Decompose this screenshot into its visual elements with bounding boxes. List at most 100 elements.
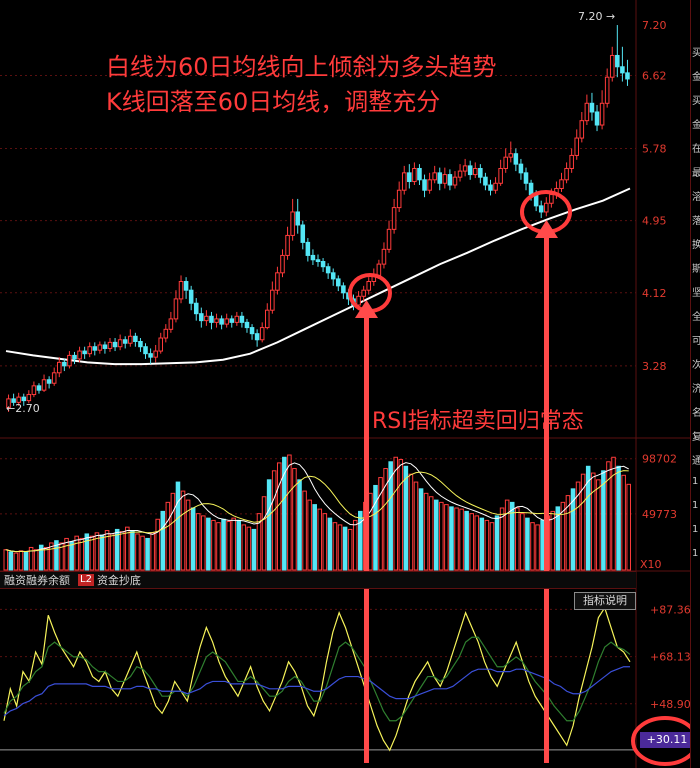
candle-body	[579, 120, 585, 139]
volume-bar	[150, 532, 155, 571]
candle-body	[589, 102, 595, 113]
rsi-axis-labels: +87.36 +68.13 +48.90	[650, 603, 691, 710]
volume-bar	[140, 535, 145, 571]
volume-bar	[332, 522, 338, 571]
volume-bar	[109, 533, 115, 571]
volume-bar	[550, 510, 556, 571]
arrow-1	[355, 300, 378, 763]
candle-body	[219, 318, 224, 325]
candle-body	[457, 170, 463, 178]
volume-bar	[74, 535, 79, 571]
candle-body	[46, 379, 52, 384]
side-char: 1	[692, 476, 699, 487]
candle-body	[305, 241, 311, 256]
volume-ma-line	[5, 462, 629, 553]
volume-bar	[114, 528, 120, 571]
candle-body	[594, 111, 600, 126]
candle-body	[82, 350, 87, 355]
volume-bar	[302, 490, 307, 571]
volume-bar	[165, 501, 171, 571]
candle-body	[117, 339, 123, 348]
side-char: 名	[692, 404, 700, 419]
volume-bar	[449, 506, 454, 571]
indicator-explain-button[interactable]: 指标说明	[574, 592, 636, 610]
candle-body	[488, 184, 493, 191]
candle-body	[295, 211, 300, 226]
volume-bar	[59, 542, 64, 571]
volume-bar	[216, 522, 221, 571]
candle-body	[483, 176, 488, 186]
candle-body	[285, 234, 290, 256]
volume-bar	[84, 533, 90, 571]
side-char: 金	[692, 68, 700, 83]
candle-body	[609, 54, 615, 78]
candle-body	[199, 313, 204, 322]
candle-body	[493, 182, 498, 191]
candle-body	[478, 167, 483, 178]
candle-body	[427, 179, 432, 191]
candle-body	[336, 278, 341, 287]
candle-body	[102, 344, 108, 349]
candle-body	[62, 361, 67, 367]
candle-body	[437, 172, 443, 184]
volume-bar	[358, 510, 363, 571]
volume-bar	[231, 517, 236, 571]
volume-bars	[3, 454, 631, 571]
candle-body	[92, 346, 98, 351]
volume-bar	[484, 519, 490, 571]
tab-fund-bottom-label: 资金抄底	[96, 574, 141, 587]
volume-bar	[621, 474, 626, 571]
rsi-series-line	[3, 606, 631, 752]
volume-bar	[515, 507, 520, 571]
candle-body	[472, 167, 478, 176]
volume-bar	[246, 526, 252, 571]
tab-fund-bottom[interactable]: L2 资金抄底	[78, 572, 141, 588]
side-char: 坚	[692, 284, 700, 299]
candle-body	[148, 353, 153, 358]
volume-bar	[8, 551, 14, 571]
side-char: 次	[692, 356, 700, 371]
l2-badge: L2	[78, 574, 94, 586]
volume-bar	[494, 515, 500, 571]
volume-bar	[347, 528, 353, 571]
volume-bar	[489, 522, 495, 571]
volume-bar	[433, 499, 439, 571]
candle-body	[391, 207, 397, 230]
volume-bar	[69, 541, 74, 571]
candle-body	[229, 318, 235, 323]
volume-bar	[423, 492, 429, 571]
candle-body	[564, 167, 569, 181]
tab-margin-balance[interactable]: 融资融券余额	[4, 572, 70, 588]
side-char: 买	[692, 44, 700, 59]
volume-bar	[201, 515, 206, 571]
volume-tick-label: 98702	[642, 453, 677, 466]
candle-body	[51, 372, 57, 384]
volume-bar	[509, 501, 515, 571]
price-tick-label: 5.78	[642, 142, 667, 155]
candle-body	[143, 346, 148, 355]
side-char: 在	[692, 140, 700, 155]
candle-body	[67, 354, 72, 367]
candle-body	[447, 174, 453, 186]
volume-bar	[282, 456, 287, 571]
volume-bar	[221, 518, 226, 571]
candle-body	[21, 396, 27, 402]
candle-body	[158, 337, 164, 352]
candle-body	[417, 167, 422, 181]
rsi-series-line	[3, 666, 630, 717]
rsi-tick-label: +68.13	[650, 651, 691, 664]
candle-body	[432, 172, 437, 181]
candle-body	[412, 167, 417, 183]
candle-body	[72, 354, 77, 360]
candle-body	[112, 341, 118, 348]
side-char: 买	[692, 92, 700, 107]
volume-bar	[119, 531, 125, 571]
volume-bar	[565, 495, 571, 571]
volume-bar	[530, 522, 535, 571]
volume-bar	[135, 533, 140, 571]
candle-body	[376, 263, 382, 276]
volume-bar	[99, 534, 105, 571]
side-char: 复	[692, 428, 700, 443]
volume-bar	[160, 510, 166, 571]
volume-bar	[125, 526, 130, 571]
